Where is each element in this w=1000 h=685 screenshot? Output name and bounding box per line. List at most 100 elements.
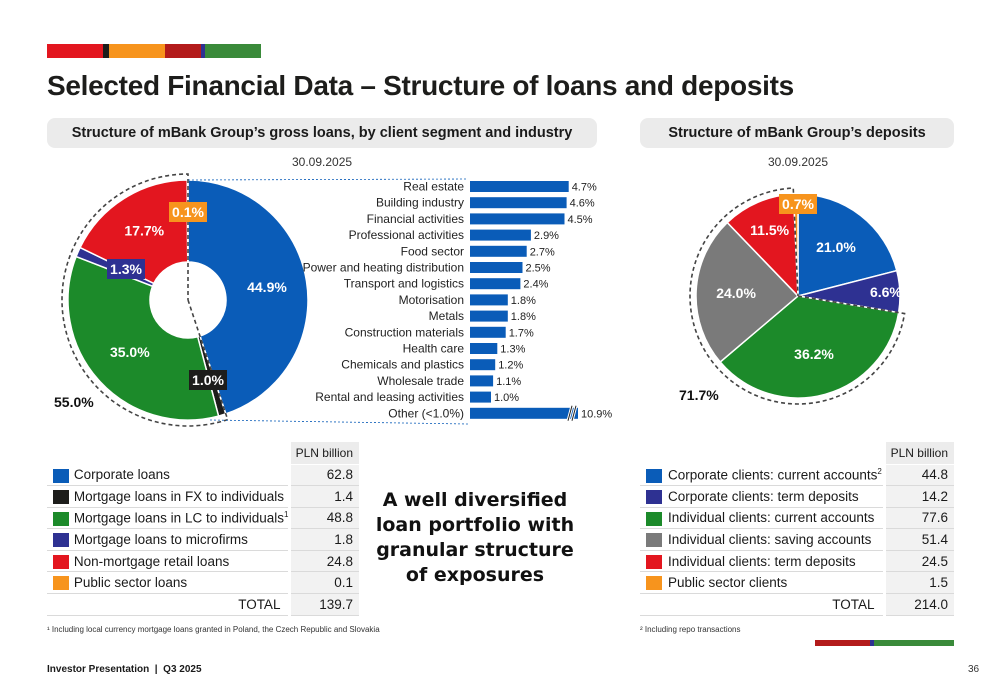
deposits-date: 30.09.2025 <box>768 155 829 169</box>
center-message-line: A well diversified <box>382 489 568 511</box>
bar-value-label: 1.8% <box>511 295 536 307</box>
row-label-text: Individual clients: current accounts <box>668 510 875 526</box>
deposits-total-value: 214.0 <box>882 593 954 616</box>
legend-swatch <box>53 533 69 548</box>
deposits-table: PLN billion Corporate clients: current a… <box>640 442 954 616</box>
bar <box>470 294 508 306</box>
legend-swatch <box>53 554 69 569</box>
center-message-line: of exposures <box>405 564 545 586</box>
bar <box>470 407 578 419</box>
deposits-row: Individual clients: term deposits 24.5 <box>640 550 954 573</box>
bar-value-label: 2.9% <box>534 230 559 242</box>
loans-row-value: 48.8 <box>288 507 359 530</box>
legend-swatch-cell <box>640 550 668 573</box>
row-label-text: Corporate clients: current accounts <box>668 467 878 483</box>
row-label-text: Public sector clients <box>668 575 788 591</box>
total-spacer <box>47 593 74 616</box>
legend-swatch-cell <box>47 550 74 573</box>
bar-category-label: Wholesale trade <box>377 374 464 388</box>
bar-value-label: 1.8% <box>511 311 536 323</box>
donut-slice-label: 17.7% <box>124 223 164 239</box>
bar-category-label: Health care <box>403 342 465 356</box>
top-color-bar <box>47 44 261 58</box>
bar <box>470 213 565 225</box>
total-spacer <box>640 593 668 616</box>
deposits-total-label: TOTAL <box>668 593 884 616</box>
bar-segment-darkred <box>165 44 201 58</box>
loans-row-value: 62.8 <box>288 464 359 487</box>
loans-row-label: Corporate loans <box>73 464 290 487</box>
bar-value-label: 1.7% <box>509 327 534 339</box>
bar-segment-navy <box>870 640 874 646</box>
donut-slice <box>79 179 189 285</box>
bar-category-label: Other (<1.0%) <box>388 406 464 420</box>
loans-row: Corporate loans 62.8 <box>47 464 359 487</box>
row-label-text: Mortgage loans to microfirms <box>73 532 248 548</box>
bar-category-label: Chemicals and plastics <box>341 358 464 372</box>
legend-swatch-cell <box>47 571 74 595</box>
bar-value-label: 10.9% <box>581 408 612 420</box>
bar <box>470 229 531 241</box>
deposits-row-value: 44.8 <box>882 464 954 487</box>
donut-label-box <box>107 259 145 279</box>
legend-swatch-cell <box>47 464 74 487</box>
donut-slice-label: 44.9% <box>247 279 287 295</box>
loans-row: Public sector loans 0.1 <box>47 571 359 595</box>
deposits-row-value: 1.5 <box>882 571 954 595</box>
row-label-text: Mortgage loans in FX to individuals <box>73 488 284 504</box>
bar-segment-green <box>874 640 954 646</box>
loans-row-label: Mortgage loans to microfirms <box>73 528 290 551</box>
bar-category-label: Transport and logistics <box>344 277 464 291</box>
bar-category-label: Building industry <box>376 196 464 210</box>
footnote-1: ¹ Including local currency mortgage loan… <box>47 625 380 634</box>
deposits-row: Individual clients: current accounts 77.6 <box>640 507 954 530</box>
donut-label-box <box>169 202 207 222</box>
loans-row-label: Public sector loans <box>73 571 290 595</box>
legend-swatch-cell <box>640 528 668 551</box>
loans-date: 30.09.2025 <box>292 155 353 169</box>
loans-row-value: 1.8 <box>288 528 359 551</box>
legend-swatch-cell <box>47 485 74 508</box>
donut-slice-label: 36.2% <box>794 346 834 362</box>
footer-label: Investor Presentation | Q3 2025 <box>47 664 202 675</box>
loans-share-label: 55.0% <box>54 394 94 410</box>
header-spacer <box>668 442 884 465</box>
page-title: Selected Financial Data – Structure of l… <box>47 70 794 101</box>
loans-row-label: Non-mortgage retail loans <box>73 550 290 573</box>
deposits-section-header: Structure of mBank Group’s deposits <box>640 118 954 148</box>
legend-swatch <box>646 533 662 548</box>
donut-highlight-outline <box>61 173 229 427</box>
bar-category-label: Construction materials <box>345 325 464 339</box>
deposits-row-value: 14.2 <box>882 485 954 508</box>
bar-value-label: 1.2% <box>498 360 523 372</box>
loans-row: Mortgage loans in FX to individuals 1.4 <box>47 485 359 508</box>
row-label-text: Mortgage loans in LC to individuals <box>73 510 284 526</box>
loans-total-value: 139.7 <box>288 593 359 616</box>
bar-category-label: Motorisation <box>399 293 464 307</box>
legend-swatch <box>53 490 69 505</box>
header-spacer <box>47 442 74 465</box>
bar-segment-red <box>47 44 103 58</box>
deposits-row: Public sector clients 1.5 <box>640 571 954 595</box>
bar-category-label: Professional activities <box>349 228 464 242</box>
bar <box>470 359 496 371</box>
industry-bar-chart: Real estate 4.7% Building industry 4.6% Fina… <box>303 180 612 422</box>
bar <box>470 278 521 290</box>
bar-segment-green <box>205 44 261 58</box>
donut-highlight-outline <box>689 187 906 405</box>
bar-value-label: 4.5% <box>568 214 593 226</box>
deposits-row-label: Public sector clients <box>668 571 884 595</box>
donut-slice-label: 0.1% <box>172 204 204 220</box>
deposits-row-value: 51.4 <box>882 528 954 551</box>
bar-value-label: 1.3% <box>500 344 525 356</box>
legend-swatch <box>646 490 662 505</box>
donut-slice-label: 6.6% <box>870 284 902 300</box>
bar-value-label: 4.7% <box>572 182 597 194</box>
bar-category-label: Food sector <box>401 244 464 258</box>
loans-section-header: Structure of mBank Group’s gross loans, … <box>47 118 597 148</box>
donut-slice-label: 21.0% <box>816 239 856 255</box>
center-message-line: loan portfolio with <box>375 514 575 536</box>
bar-value-label: 2.4% <box>523 279 548 291</box>
footnote-marker: 2 <box>877 467 882 477</box>
bar-value-label: 4.6% <box>570 198 595 210</box>
